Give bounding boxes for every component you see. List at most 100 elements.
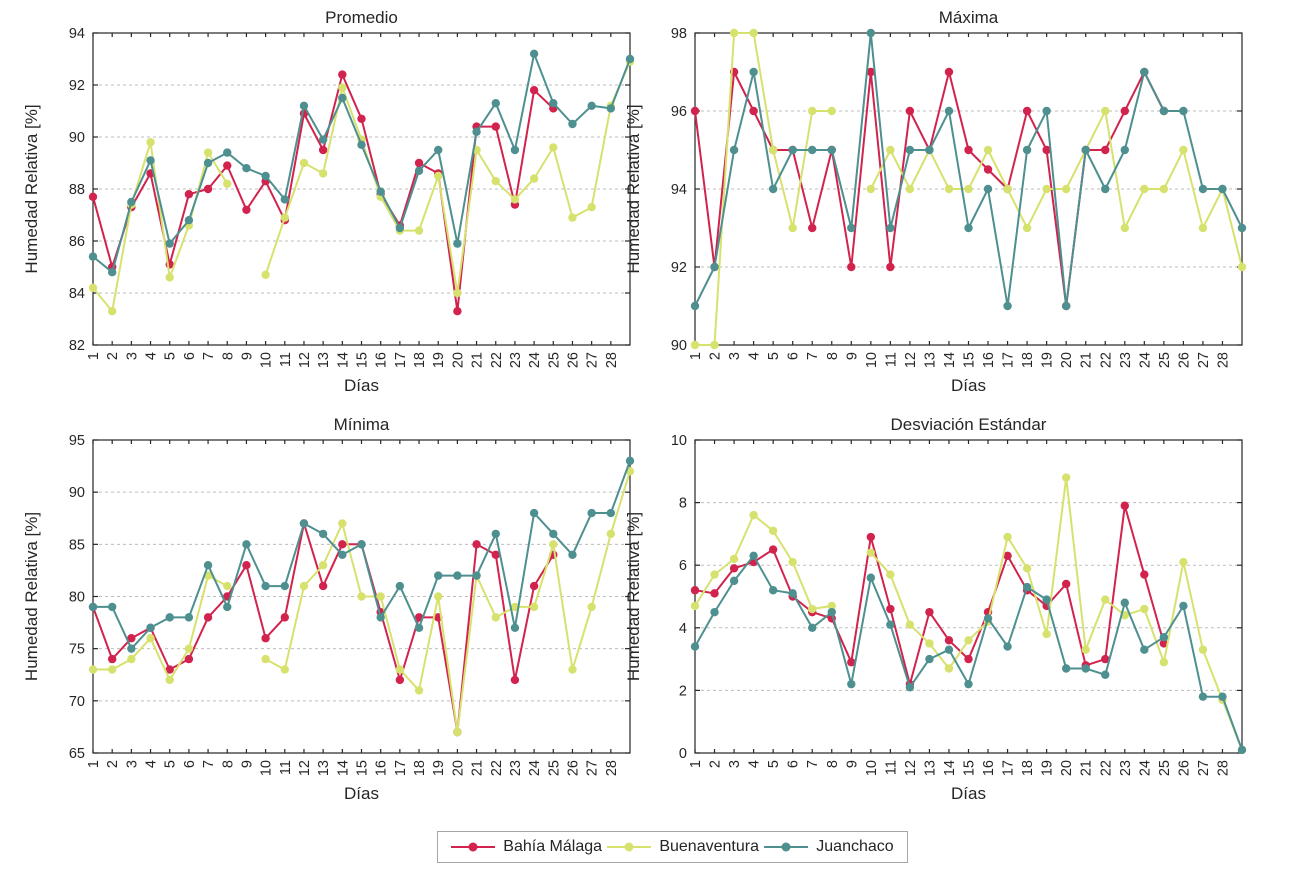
data-point-marker xyxy=(1198,645,1208,654)
y-tick-label: 6 xyxy=(679,558,687,574)
data-point-marker xyxy=(1081,645,1090,654)
data-point-marker xyxy=(866,532,876,542)
x-tick-label: 8 xyxy=(220,352,236,360)
data-point-marker xyxy=(1159,184,1169,194)
data-point-marker xyxy=(866,573,876,582)
data-point-marker xyxy=(127,197,136,207)
data-point-marker xyxy=(749,28,758,38)
data-point-marker xyxy=(866,548,876,557)
x-tick-label: 9 xyxy=(239,352,255,360)
data-point-marker xyxy=(768,586,778,595)
x-tick-label: 12 xyxy=(903,760,919,776)
x-tick-label: 17 xyxy=(1001,760,1017,776)
data-point-marker xyxy=(827,145,836,155)
data-point-marker xyxy=(491,613,500,622)
y-tick-label: 95 xyxy=(69,433,85,449)
data-point-marker xyxy=(925,654,934,664)
x-tick-label: 25 xyxy=(546,352,562,368)
data-point-marker xyxy=(886,262,895,272)
data-point-marker xyxy=(88,665,98,674)
data-point-marker xyxy=(88,252,98,261)
data-point-marker xyxy=(338,519,347,528)
data-point-marker xyxy=(925,145,934,155)
series-buenaventura xyxy=(88,467,635,737)
data-point-marker xyxy=(827,106,836,116)
x-tick-label: 5 xyxy=(766,352,782,360)
data-point-marker xyxy=(944,184,954,194)
x-tick-label: 11 xyxy=(278,760,294,775)
legend-line-marker-icon xyxy=(607,842,652,852)
x-tick-label: 9 xyxy=(844,760,860,768)
x-tick-label: 3 xyxy=(124,760,140,768)
series-buenaventura xyxy=(690,473,1247,755)
y-tick-label: 8 xyxy=(679,496,687,512)
data-point-marker xyxy=(491,122,500,131)
data-point-marker xyxy=(905,106,915,116)
x-tick-label: 26 xyxy=(1176,352,1192,368)
chart-title: Desviación Estándar xyxy=(891,415,1047,434)
y-tick-label: 88 xyxy=(69,182,85,198)
chart-desviacion-estandar: 1 2 3 4 5 6 7 8 9 10 11 12 13 14 15 16 17 18 19 20 21 22 23 24 2… xyxy=(624,415,1247,803)
data-point-marker xyxy=(1101,670,1110,679)
data-point-marker xyxy=(886,620,895,629)
data-point-marker xyxy=(568,119,577,129)
x-tick-label: 15 xyxy=(962,760,978,776)
data-point-marker xyxy=(318,561,328,570)
x-tick-label: 18 xyxy=(1020,760,1036,776)
data-point-marker xyxy=(338,550,347,559)
data-point-marker xyxy=(165,613,174,622)
data-point-marker xyxy=(587,508,596,518)
x-tick-label: 6 xyxy=(182,352,198,360)
data-point-marker xyxy=(905,620,915,629)
data-point-marker xyxy=(1003,532,1012,542)
x-tick-label: 13 xyxy=(922,352,938,368)
x-tick-label: 24 xyxy=(527,352,543,368)
x-axis-label: Días xyxy=(951,376,986,395)
data-point-marker xyxy=(568,213,577,222)
data-point-marker xyxy=(529,602,539,612)
x-tick-label: 4 xyxy=(144,760,160,768)
x-tick-label: 1 xyxy=(688,352,704,360)
data-point-marker xyxy=(606,529,616,539)
x-tick-label: 28 xyxy=(604,760,620,776)
x-tick-label: 28 xyxy=(1215,352,1231,368)
data-point-marker xyxy=(107,307,117,316)
data-point-marker xyxy=(434,145,443,155)
x-tick-label: 14 xyxy=(942,760,958,776)
x-tick-label: 8 xyxy=(220,760,236,768)
data-point-marker xyxy=(1237,745,1247,755)
plot-border xyxy=(92,439,631,754)
data-point-marker xyxy=(886,570,895,579)
data-point-marker xyxy=(1140,645,1149,654)
series-line-bahia-malaga xyxy=(92,73,555,313)
data-point-marker xyxy=(414,686,424,695)
legend-label: Bahía Málaga xyxy=(503,838,603,855)
data-point-marker xyxy=(395,581,405,591)
data-point-marker xyxy=(223,148,232,157)
data-point-marker xyxy=(808,604,817,614)
x-tick-label: 7 xyxy=(805,352,821,360)
x-tick-label: 17 xyxy=(1001,352,1017,368)
chart-title: Máxima xyxy=(939,8,999,27)
data-point-marker xyxy=(1140,67,1149,77)
x-tick-label: 3 xyxy=(727,760,743,768)
x-tick-label: 7 xyxy=(201,352,217,360)
y-tick-label: 92 xyxy=(671,260,687,276)
data-point-marker xyxy=(453,571,462,580)
data-point-marker xyxy=(1061,579,1071,589)
data-point-marker xyxy=(788,589,797,598)
data-point-marker xyxy=(88,192,98,201)
data-point-marker xyxy=(299,519,309,528)
data-point-marker xyxy=(549,529,558,539)
data-point-marker xyxy=(299,158,309,168)
data-point-marker xyxy=(107,268,117,277)
x-tick-label: 1 xyxy=(86,352,102,360)
data-point-marker xyxy=(587,602,596,612)
legend-item-buenaventura: Buenaventura xyxy=(607,839,759,855)
data-point-marker xyxy=(146,156,155,165)
chart-title: Promedio xyxy=(325,8,398,27)
y-tick-label: 10 xyxy=(671,433,687,449)
data-point-marker xyxy=(768,184,778,194)
data-point-marker xyxy=(376,592,385,601)
data-point-marker xyxy=(964,679,973,689)
